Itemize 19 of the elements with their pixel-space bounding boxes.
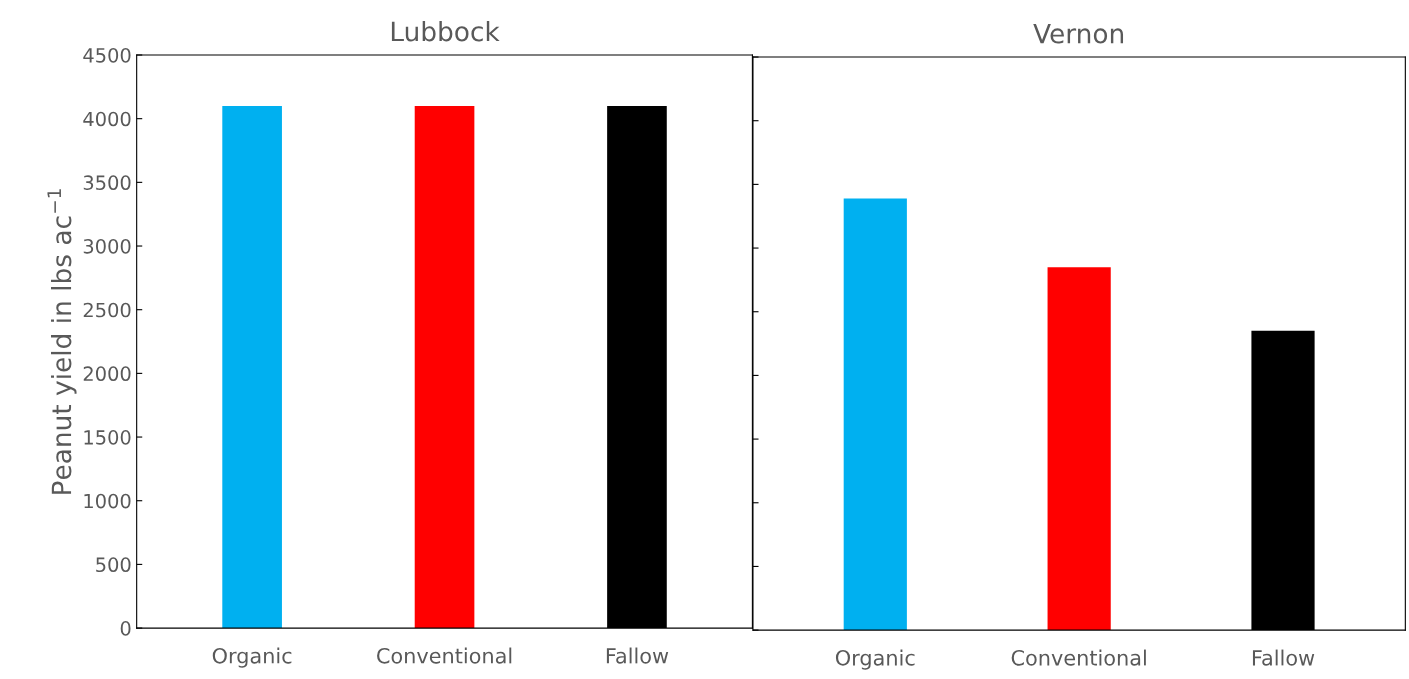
x-tick-label: Organic bbox=[835, 649, 915, 670]
x-tick-label: Conventional bbox=[1011, 649, 1146, 666]
x-tick-label: Conventional bbox=[377, 647, 512, 664]
x-tick-label: Fallow bbox=[1252, 649, 1315, 666]
y-tick-label: 2000 bbox=[83, 366, 131, 382]
y-tick-label: 1000 bbox=[84, 493, 131, 509]
y-tick-label: 4500 bbox=[83, 47, 131, 63]
y-tick-label: 2500 bbox=[83, 302, 131, 318]
y-tick-label: 3500 bbox=[83, 175, 131, 191]
y-tick-label: 3000 bbox=[83, 238, 131, 254]
y-tick-label: 4000 bbox=[83, 111, 131, 127]
y-tick-label: 1500 bbox=[84, 430, 131, 445]
y-axis-title: Peanut yield in lbs ac$^{−1}$ bbox=[47, 189, 77, 494]
y-tick-label: 0 bbox=[120, 621, 131, 636]
chart-title: Vernon bbox=[1033, 23, 1124, 44]
y-tick-label: 500 bbox=[96, 557, 131, 573]
chart-title: Lubbock bbox=[391, 21, 500, 42]
x-tick-label: Fallow bbox=[606, 647, 669, 664]
x-tick-label: Organic bbox=[212, 647, 292, 668]
